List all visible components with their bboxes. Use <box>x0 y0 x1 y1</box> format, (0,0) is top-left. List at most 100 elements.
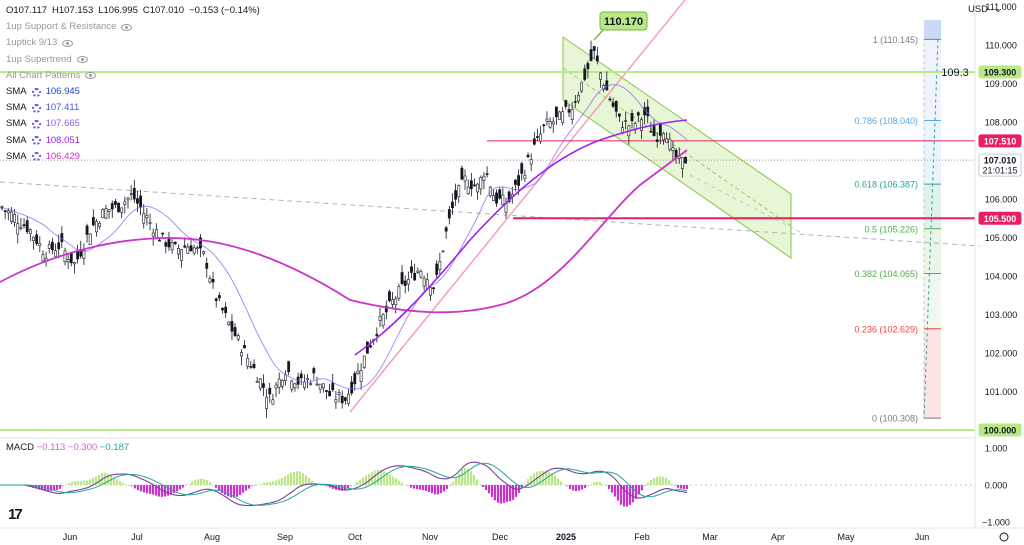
candle-body <box>306 378 309 381</box>
candle-body <box>186 246 190 254</box>
macd-histogram-bar <box>130 485 134 487</box>
macd-histogram-bar <box>358 479 362 485</box>
macd-histogram-bar <box>250 485 254 487</box>
indicator-supertrend[interactable]: 1up Supertrend <box>6 52 260 68</box>
tradingview-logo-icon[interactable]: 17 <box>8 506 23 523</box>
macd-histogram-bar <box>277 479 281 485</box>
macd-histogram-bar <box>637 485 641 495</box>
candle-body <box>680 157 684 169</box>
macd-histogram-bar <box>76 481 80 485</box>
candle-body <box>19 226 23 229</box>
macd-histogram-bar <box>538 471 542 485</box>
settings-icon[interactable] <box>31 136 41 146</box>
fib-zone <box>924 273 941 329</box>
settings-icon[interactable] <box>31 152 41 162</box>
macd-histogram-bar <box>67 483 71 485</box>
macd-histogram-bar <box>364 475 368 485</box>
macd-histogram-bar <box>73 481 77 485</box>
candle-body <box>321 383 325 389</box>
macd-histogram-bar <box>61 485 65 487</box>
macd-line <box>0 461 688 507</box>
descending-channel <box>562 36 792 259</box>
time-tick-label: Mar <box>702 532 718 542</box>
macd-histogram-bar <box>55 485 59 490</box>
time-tick-label: Dec <box>492 532 509 542</box>
fib-zone <box>924 39 941 121</box>
fib-level-label: 0.786 (108.040) <box>854 116 918 126</box>
macd-histogram-bar <box>667 480 671 485</box>
candle-body <box>595 55 599 62</box>
macd-histogram-bar <box>172 485 176 493</box>
macd-value-1: −0.113 <box>36 442 66 453</box>
sma-row-3[interactable]: SMA 107.665 <box>6 116 260 132</box>
eye-off-icon[interactable] <box>76 56 88 64</box>
candle-body <box>444 227 448 232</box>
candle-body <box>120 207 124 213</box>
candle-body <box>589 49 593 61</box>
macd-histogram-bar <box>349 485 353 487</box>
fib-level-label: 0.382 (104.065) <box>854 269 918 279</box>
sma-row-4[interactable]: SMA 108.051 <box>6 133 260 149</box>
macd-histogram-bar <box>205 480 209 485</box>
candle-body <box>416 270 420 273</box>
price-badge-label: 109.300 <box>984 67 1017 77</box>
candle-body <box>662 133 665 141</box>
macd-histogram-bar <box>643 485 647 487</box>
currency-selector[interactable]: USD ⌄ <box>968 4 1002 15</box>
macd-histogram-bar <box>265 482 269 485</box>
macd-histogram-bar <box>301 473 305 485</box>
macd-histogram-bar <box>178 485 182 490</box>
settings-icon[interactable] <box>31 120 41 130</box>
moving-averages <box>0 85 688 390</box>
indicator-support-resistance[interactable]: 1up Support & Resistance <box>6 19 260 35</box>
sma-row-2[interactable]: SMA 107.411 <box>6 100 260 116</box>
macd-histogram-bar <box>217 485 221 491</box>
fib-zone <box>924 328 941 419</box>
candle-body <box>536 136 539 138</box>
settings-icon[interactable] <box>31 103 41 113</box>
fib-level-label: 0 (100.308) <box>872 414 918 424</box>
candle-body <box>145 214 149 219</box>
candle-body <box>54 250 57 258</box>
eye-off-icon[interactable] <box>121 23 133 31</box>
sma-row-1[interactable]: SMA 106.945 <box>6 84 260 100</box>
candle-body <box>466 186 470 195</box>
time-tick-label: Nov <box>422 532 439 542</box>
macd-value-3: −0.187 <box>99 442 130 453</box>
time-tick-label: Apr <box>771 532 785 542</box>
eye-off-icon[interactable] <box>62 40 74 47</box>
candle-body <box>611 102 615 107</box>
macd-pane <box>0 461 975 507</box>
macd-histogram-bar <box>166 485 170 496</box>
candle-body <box>328 390 332 397</box>
price-tick-label: 109.000 <box>985 79 1018 89</box>
candle-body <box>460 167 464 180</box>
macd-histogram-bar <box>652 478 656 485</box>
sma-row-5[interactable]: SMA 106.429 <box>6 149 260 165</box>
candle-body <box>132 188 136 200</box>
indicator-uptick[interactable]: 1uptick 9/13 <box>6 35 260 51</box>
candle-body <box>668 138 672 150</box>
macd-histogram-bar <box>160 485 164 497</box>
candle-body <box>684 157 687 164</box>
eye-off-icon[interactable] <box>85 72 97 80</box>
fib-zone <box>924 19 941 40</box>
macd-legend[interactable]: MACD −0.113 −0.300 −0.187 <box>6 442 129 453</box>
indicator-chart-patterns[interactable]: All Chart Patterns <box>6 68 260 84</box>
macd-histogram-bar <box>37 485 41 490</box>
macd-histogram-bar <box>448 485 452 486</box>
callout-box <box>599 11 648 31</box>
settings-icon[interactable] <box>31 87 41 97</box>
macd-histogram-bar <box>124 483 128 485</box>
candle-body <box>22 224 26 227</box>
sma-line-200 <box>354 119 688 356</box>
candle-body <box>173 241 177 244</box>
candle-body <box>362 355 366 368</box>
candle-body <box>164 242 168 247</box>
candle-body <box>347 393 350 404</box>
candle-body <box>381 314 385 326</box>
macd-histogram-bar <box>529 475 533 485</box>
candle-body <box>567 109 571 113</box>
macd-histogram-bar <box>85 480 89 485</box>
